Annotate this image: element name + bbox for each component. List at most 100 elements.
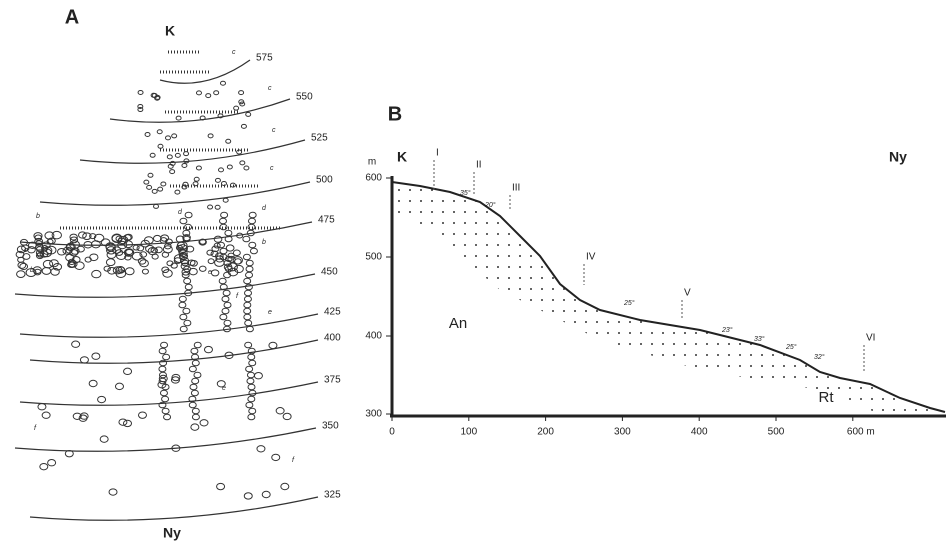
- panel-label: A: [65, 6, 79, 28]
- slope-angle: 25°: [785, 343, 797, 351]
- bedrock-hatching: [392, 182, 945, 414]
- boulder: [247, 413, 256, 421]
- boulder: [214, 177, 221, 183]
- contour-label: 375: [324, 375, 341, 386]
- boulder: [112, 246, 122, 254]
- boulder: [243, 307, 252, 315]
- slope-angle: 33°: [754, 335, 765, 343]
- boulder: [105, 243, 116, 252]
- boulder: [117, 240, 128, 250]
- contour-label: 400: [324, 333, 341, 344]
- boulder: [181, 184, 188, 190]
- boulder: [88, 379, 98, 388]
- panel-label: B: [388, 103, 402, 125]
- boulder: [245, 325, 254, 333]
- boulder: [224, 229, 233, 237]
- contour-label: 575: [256, 53, 273, 64]
- boulder: [207, 258, 215, 265]
- annotation: c: [272, 127, 276, 134]
- boulder: [124, 248, 134, 257]
- boulder: [90, 240, 101, 249]
- boulder: [181, 268, 191, 276]
- station-label: II: [476, 160, 482, 171]
- contour-label: 350: [322, 421, 339, 432]
- boulder: [185, 245, 195, 253]
- boulder: [183, 158, 190, 164]
- boulder: [140, 239, 150, 248]
- boulder: [232, 249, 241, 257]
- contour-line: [29, 339, 319, 364]
- boulder: [219, 283, 228, 291]
- boulder: [183, 151, 190, 157]
- boulder: [35, 246, 44, 253]
- boulder: [41, 241, 51, 249]
- boulder: [78, 231, 87, 239]
- boulder: [71, 340, 81, 348]
- boulder: [211, 245, 220, 253]
- boulder: [253, 372, 263, 380]
- boulder: [227, 252, 235, 259]
- boulder: [169, 160, 176, 166]
- annotation: c: [270, 165, 274, 172]
- boulder: [203, 345, 213, 354]
- boulder: [32, 266, 42, 274]
- boulder: [84, 256, 92, 263]
- boulder: [105, 258, 116, 267]
- boulder: [190, 389, 199, 397]
- annotation: e: [268, 309, 272, 316]
- boulder: [152, 234, 162, 242]
- contour-line: [29, 496, 319, 521]
- boulder: [177, 244, 188, 253]
- boulder: [236, 232, 244, 239]
- boulder: [100, 238, 111, 247]
- contour-label: 550: [296, 92, 313, 103]
- contour-line: [109, 98, 291, 123]
- panel-a: A K Ny 575 550 525 500 475 450 425 400 375 350 325…: [14, 6, 341, 541]
- boulder: [171, 373, 181, 382]
- boulder: [223, 319, 232, 327]
- boulder: [243, 313, 252, 321]
- boulder: [47, 458, 57, 467]
- boulder: [247, 217, 256, 225]
- x-tick-label: 300: [614, 427, 631, 438]
- y-unit: m: [368, 157, 376, 168]
- boulder: [144, 131, 151, 137]
- station-label: VI: [866, 333, 875, 344]
- contour-label: 325: [324, 490, 341, 501]
- boulder: [99, 435, 109, 443]
- boulder: [282, 412, 292, 421]
- station-label: III: [512, 183, 520, 194]
- contour-line: [19, 313, 319, 338]
- boulder: [42, 259, 54, 269]
- boulder: [139, 251, 148, 258]
- boulder: [198, 265, 207, 272]
- boulder: [151, 188, 158, 194]
- boulder: [233, 105, 240, 111]
- contour-label: 425: [324, 307, 341, 318]
- boulder: [199, 115, 206, 121]
- boulder: [239, 101, 246, 107]
- boulder: [247, 395, 256, 403]
- boulder: [132, 244, 140, 251]
- y-tick-label: 500: [365, 252, 382, 263]
- boulder: [242, 235, 251, 243]
- boulder: [162, 269, 173, 278]
- boulder: [137, 107, 144, 113]
- boulder: [183, 277, 192, 285]
- boulder: [123, 367, 133, 376]
- boulder: [193, 371, 202, 379]
- boulder: [69, 236, 79, 244]
- boulder: [245, 111, 252, 117]
- boulder: [188, 401, 197, 409]
- x-tick-label: 100: [460, 427, 477, 438]
- boulder: [16, 270, 26, 279]
- boulder: [57, 247, 67, 256]
- boulder: [245, 259, 254, 267]
- boulder: [165, 238, 173, 245]
- boulder: [34, 237, 44, 246]
- boulder: [41, 267, 52, 275]
- boulder: [243, 165, 250, 171]
- boulder: [245, 365, 254, 373]
- boulder: [184, 223, 193, 231]
- boulder: [33, 268, 42, 276]
